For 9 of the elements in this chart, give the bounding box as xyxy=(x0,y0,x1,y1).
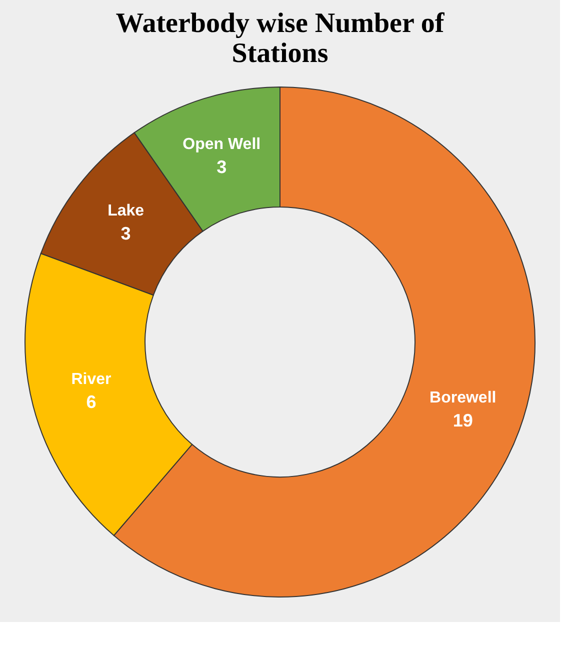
data-label: 6 xyxy=(86,392,96,412)
data-label: 3 xyxy=(120,224,131,244)
slice-label: Lake xyxy=(108,202,144,220)
slice-label: Open Well xyxy=(182,136,261,153)
chart-title: Waterbody wise Number of Stations xyxy=(116,8,445,69)
slice-label: River xyxy=(71,370,112,388)
slice-label: Borewell xyxy=(430,390,496,407)
data-label: 19 xyxy=(452,410,473,431)
data-label: 3 xyxy=(216,156,227,177)
